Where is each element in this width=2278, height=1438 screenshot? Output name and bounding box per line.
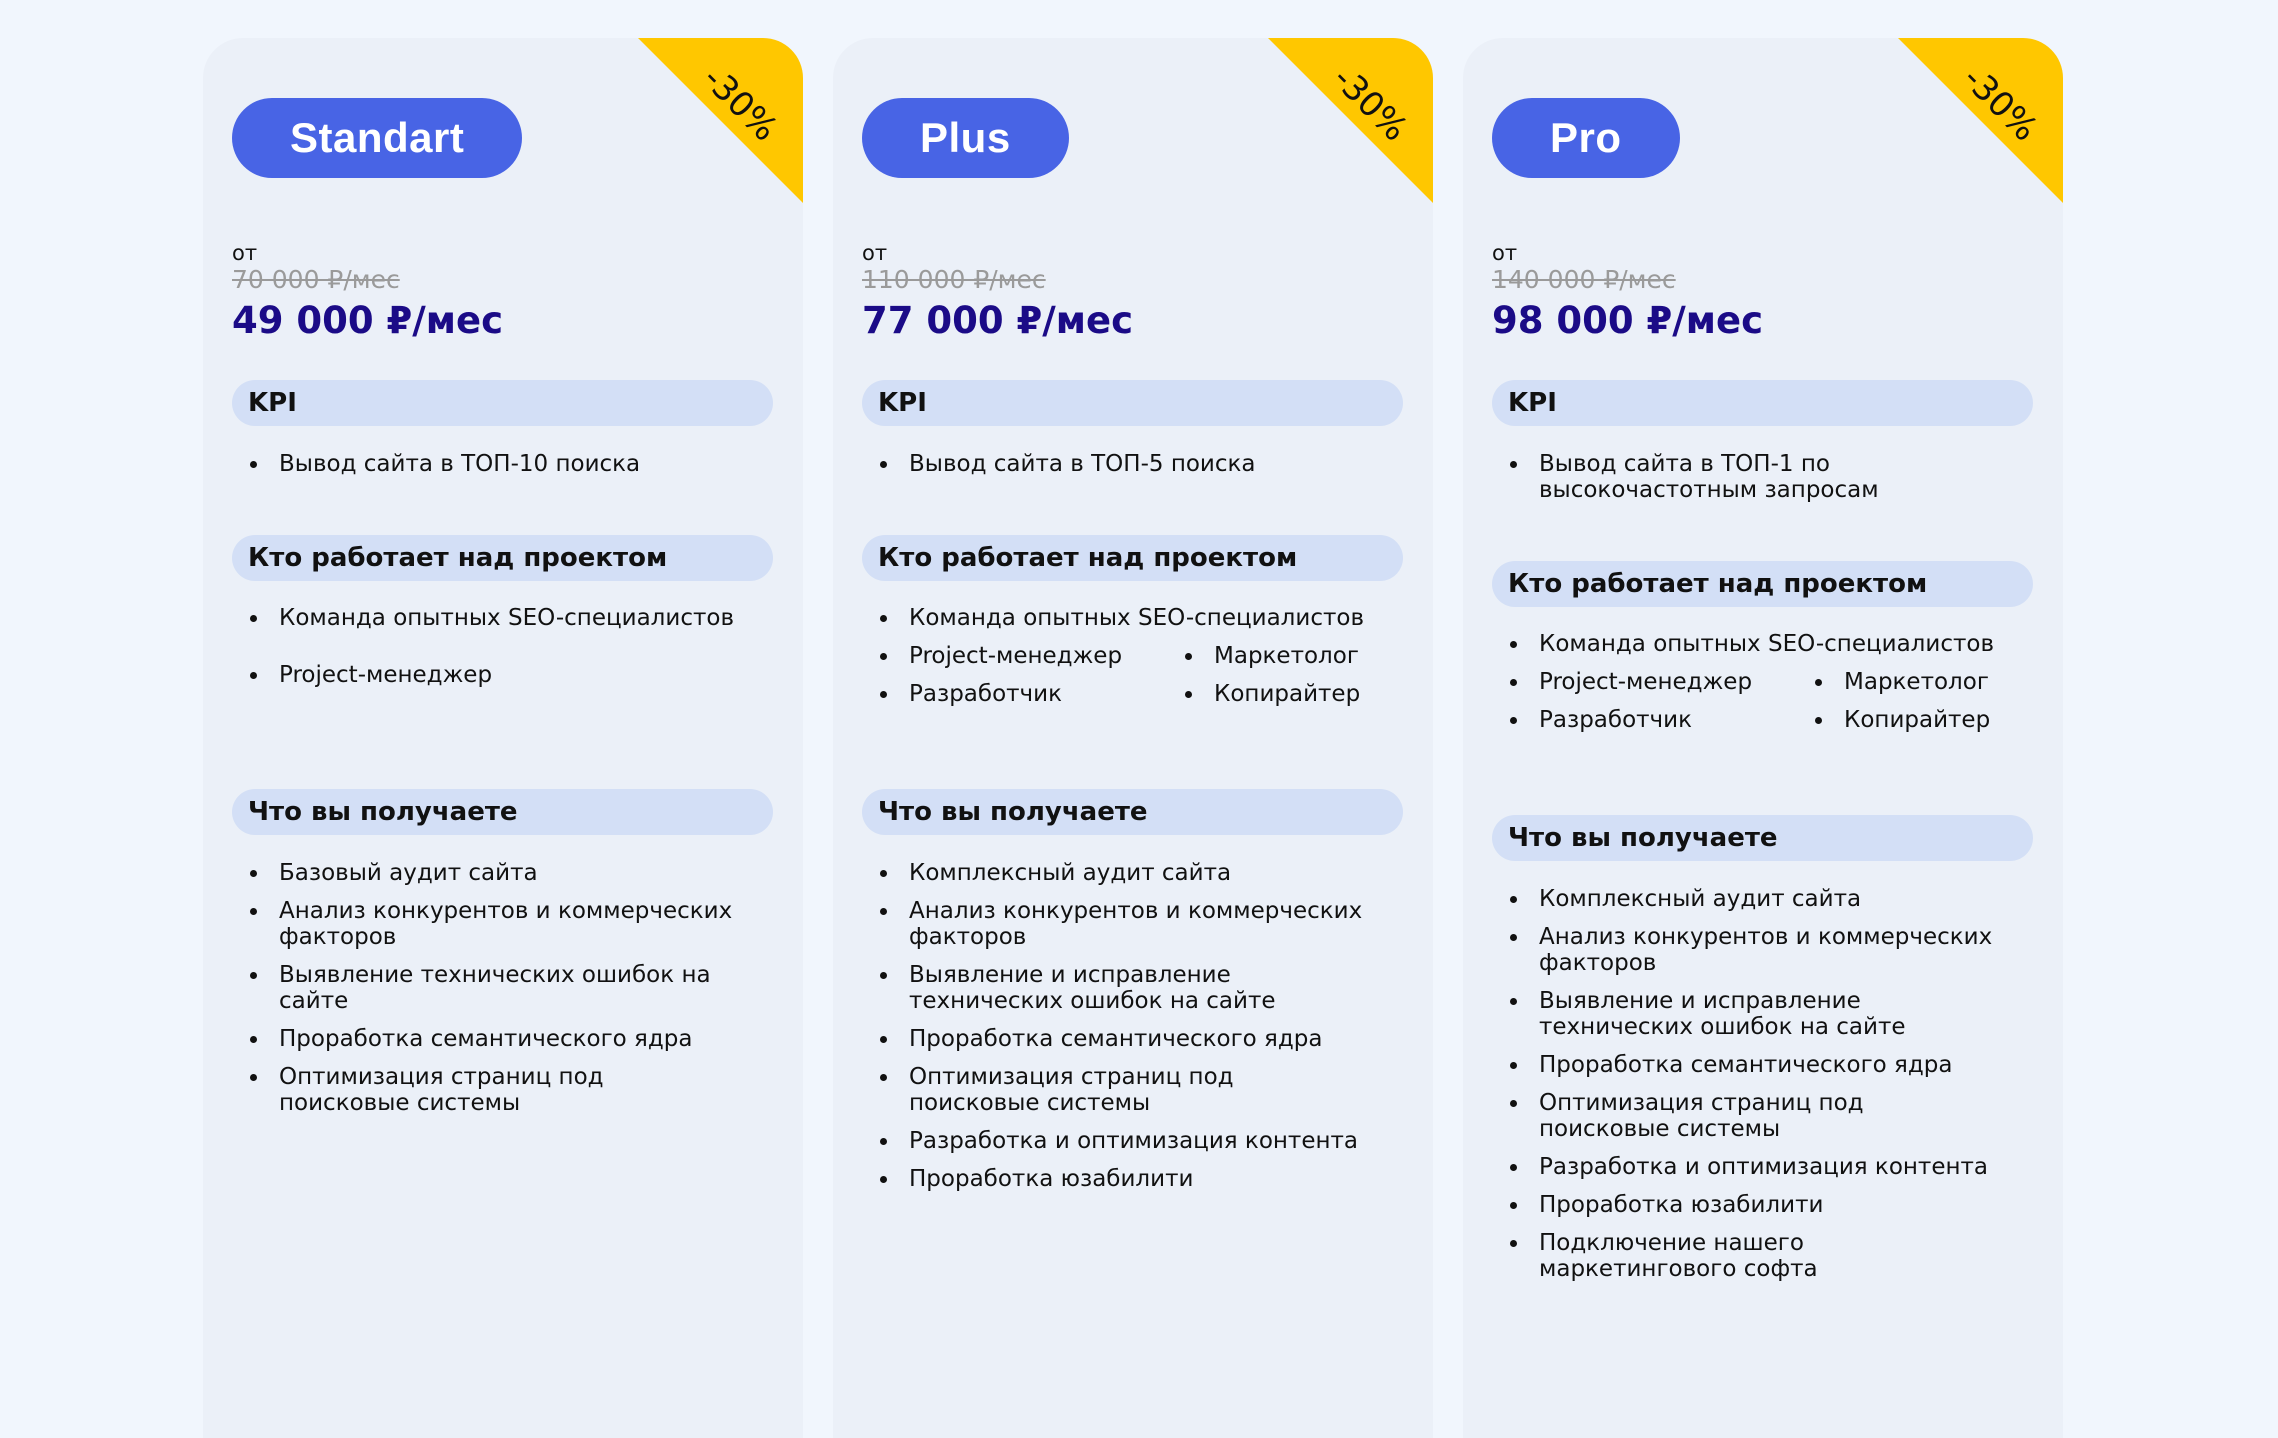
team-item: Маркетолог: [1167, 643, 1404, 669]
team-list: Команда опытных SEO-специалистов Project-…: [232, 605, 774, 719]
price-from-label: от: [862, 241, 888, 265]
kpi-item: Вывод сайта в ТОП-1 по высокочастотным з…: [1492, 451, 1899, 503]
deliverable-item: Оптимизация страниц под поисковые систем…: [232, 1064, 679, 1116]
plan-name-badge[interactable]: Pro: [1492, 98, 1680, 178]
deliverable-item: Подключение нашего маркетингового софта: [1492, 1230, 1879, 1282]
deliverable-item: Проработка семантического ядра: [232, 1026, 749, 1052]
current-price: 49 000 ₽/мес: [232, 299, 504, 342]
deliverables-list: Комплексный аудит сайта Анализ конкуренто…: [1492, 886, 2034, 1282]
deliverable-item: Выявление и исправление технических ошиб…: [1492, 988, 1939, 1040]
team-list: Команда опытных SEO-специалистов Project-…: [862, 605, 1404, 719]
discount-ribbon: -30%: [1898, 38, 2063, 203]
deliverables-section-header: Что вы получаете: [1492, 815, 2033, 861]
team-item: Project-менеджер: [862, 643, 1167, 669]
kpi-section-header: KPI: [1492, 380, 2033, 426]
discount-ribbon: -30%: [638, 38, 803, 203]
kpi-list: Вывод сайта в ТОП-5 поиска: [862, 451, 1404, 477]
deliverable-item: Выявление технических ошибок на сайте: [232, 962, 729, 1014]
deliverable-item: Проработка юзабилити: [862, 1166, 1379, 1192]
deliverable-item: Проработка семантического ядра: [1492, 1052, 2009, 1078]
team-item: Project-менеджер: [1492, 669, 1797, 695]
deliverable-item: Разработка и оптимизация контента: [1492, 1154, 2009, 1180]
pricing-card-plus: -30% Plus от 110 000 ₽/мес 77 000 ₽/мес …: [833, 38, 1433, 1438]
team-item: Команда опытных SEO-специалистов: [1492, 631, 2034, 657]
deliverable-item: Проработка юзабилити: [1492, 1192, 2009, 1218]
team-section-header: Кто работает над проектом: [1492, 561, 2033, 607]
deliverable-item: Оптимизация страниц под поисковые систем…: [862, 1064, 1309, 1116]
deliverable-item: Анализ конкурентов и коммерческих фактор…: [232, 898, 749, 950]
deliverable-item: Анализ конкурентов и коммерческих фактор…: [862, 898, 1379, 950]
discount-label: -30%: [1324, 58, 1416, 150]
deliverables-section-header: Что вы получаете: [232, 789, 773, 835]
team-item: Команда опытных SEO-специалистов: [862, 605, 1404, 631]
team-item: Разработчик: [1492, 707, 1797, 733]
plan-name-badge[interactable]: Standart: [232, 98, 523, 178]
old-price: 110 000 ₽/мес: [862, 265, 1046, 294]
kpi-list: Вывод сайта в ТОП-1 по высокочастотным з…: [1492, 451, 2034, 503]
kpi-list: Вывод сайта в ТОП-10 поиска: [232, 451, 774, 477]
kpi-item: Вывод сайта в ТОП-10 поиска: [232, 451, 749, 477]
pricing-card-standart: -30% Standart от 70 000 ₽/мес 49 000 ₽/м…: [203, 38, 803, 1438]
team-section-header: Кто работает над проектом: [862, 535, 1403, 581]
deliverable-item: Проработка семантического ядра: [862, 1026, 1379, 1052]
discount-label: -30%: [694, 58, 786, 150]
pricing-card-pro: -30% Pro от 140 000 ₽/мес 98 000 ₽/мес K…: [1463, 38, 2063, 1438]
team-section-header: Кто работает над проектом: [232, 535, 773, 581]
team-item: Копирайтер: [1167, 681, 1404, 707]
kpi-section-header: KPI: [862, 380, 1403, 426]
team-item: Разработчик: [862, 681, 1167, 707]
team-item: Копирайтер: [1797, 707, 2034, 733]
price-from-label: от: [1492, 241, 1518, 265]
deliverable-item: Выявление и исправление технических ошиб…: [862, 962, 1309, 1014]
price-from-label: от: [232, 241, 258, 265]
discount-ribbon: -30%: [1268, 38, 1433, 203]
deliverable-item: Оптимизация страниц под поисковые систем…: [1492, 1090, 1939, 1142]
deliverable-item: Анализ конкурентов и коммерческих фактор…: [1492, 924, 2009, 976]
old-price: 70 000 ₽/мес: [232, 265, 400, 294]
team-item: Project-менеджер: [232, 662, 774, 707]
kpi-item: Вывод сайта в ТОП-5 поиска: [862, 451, 1379, 477]
deliverables-list: Базовый аудит сайта Анализ конкурентов и …: [232, 860, 774, 1116]
kpi-section-header: KPI: [232, 380, 773, 426]
discount-label: -30%: [1954, 58, 2046, 150]
current-price: 77 000 ₽/мес: [862, 299, 1134, 342]
deliverables-section-header: Что вы получаете: [862, 789, 1403, 835]
team-item: Маркетолог: [1797, 669, 2034, 695]
deliverable-item: Комплексный аудит сайта: [862, 860, 1379, 886]
deliverable-item: Базовый аудит сайта: [232, 860, 749, 886]
deliverable-item: Комплексный аудит сайта: [1492, 886, 2009, 912]
team-item: Команда опытных SEO-специалистов: [232, 605, 774, 650]
plan-name-badge[interactable]: Plus: [862, 98, 1069, 178]
deliverables-list: Комплексный аудит сайта Анализ конкуренто…: [862, 860, 1404, 1192]
old-price: 140 000 ₽/мес: [1492, 265, 1676, 294]
current-price: 98 000 ₽/мес: [1492, 299, 1764, 342]
team-list: Команда опытных SEO-специалистов Project-…: [1492, 631, 2034, 745]
deliverable-item: Разработка и оптимизация контента: [862, 1128, 1379, 1154]
